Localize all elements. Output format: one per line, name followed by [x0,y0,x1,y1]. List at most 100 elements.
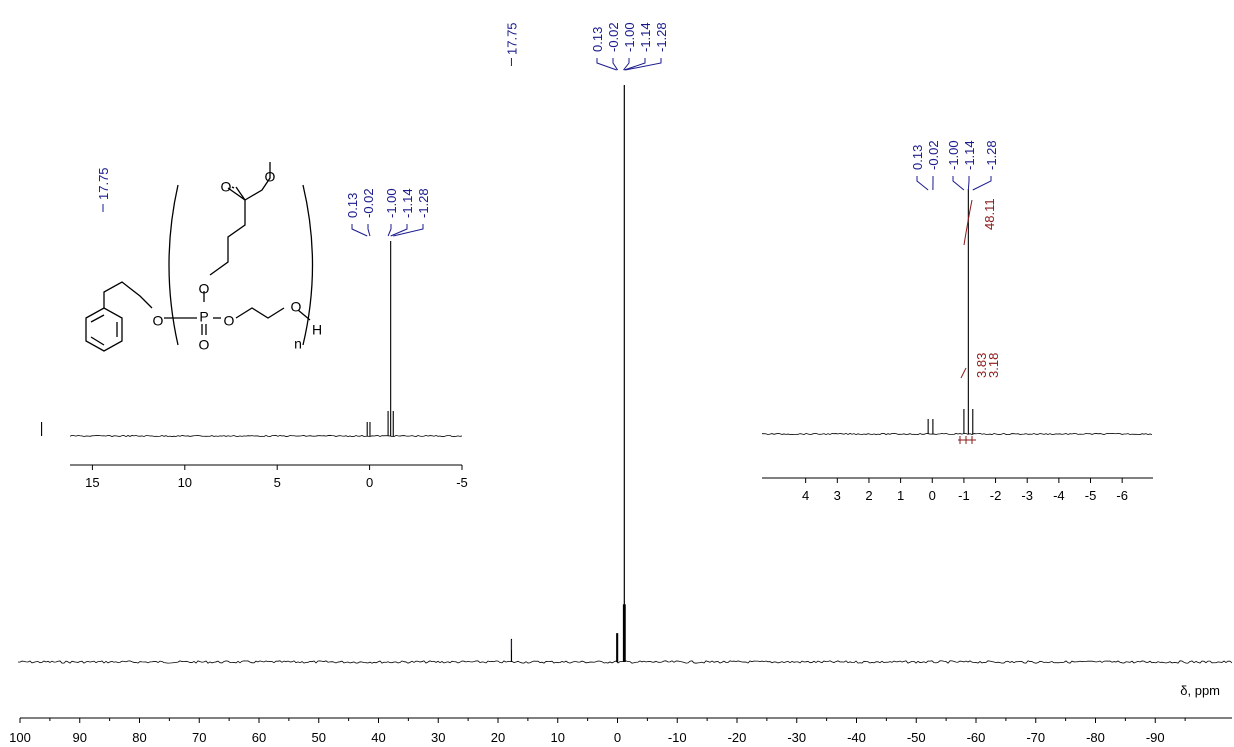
inset-tick-label: 1 [897,488,904,503]
inset-tick-label: 5 [274,475,281,490]
inset-left-label-connector [387,224,392,237]
inset-left-peak-label-17-75: 17.75 [96,167,111,200]
inset-tick-label: -1 [958,488,970,503]
atom-label-P: P [199,309,208,325]
peak-label-cluster: -0.02 [606,22,621,52]
main-tick-label: 0 [614,730,621,745]
main-tick-label: -20 [728,730,747,745]
carbonyl-bond-1 [231,186,235,189]
atom-label-O: O [199,281,210,297]
main-tick-label: 60 [252,730,266,745]
inset-left-label-connector [367,224,371,237]
inset-left-peak-label: -1.28 [416,188,431,218]
main-tick-label: 20 [491,730,505,745]
ester-side-chain [209,187,246,276]
main-tick-label: -90 [1146,730,1165,745]
main-tick-label: -70 [1026,730,1045,745]
peak-label-cluster: -1.00 [622,22,637,52]
main-tick-label: 100 [9,730,31,745]
peak-label-cluster: -1.28 [654,22,669,52]
peak-label-connector [624,58,646,71]
ethylene-chain [235,307,285,319]
atom-label-O: O [221,179,232,195]
inset-tick-label: -6 [1116,488,1128,503]
inset-right-label-connector [967,176,970,191]
inset-right-peak-label: -1.14 [962,140,977,170]
carbonyl-double-a [235,186,246,201]
x-axis-label: δ, ppm [1180,683,1220,698]
peak-label-connector [596,58,617,71]
peak-label-connector [612,58,619,71]
integral-label: 48.11 [982,198,997,230]
main-tick-label: -40 [847,730,866,745]
benzene-inner-bond-3 [90,336,105,346]
inset-spectrum-trace [761,432,1153,436]
inset-left-label-connector [393,224,424,237]
inset-tick-label: 15 [85,475,99,490]
inset-right-peak-label: -1.00 [946,140,961,170]
main-peaks [510,85,626,662]
inset-right-peak-label: -0.02 [926,140,941,170]
inset-left-peak-label: 0.13 [345,193,360,218]
atom-label-O: O [199,337,210,353]
inset-left-peak-label: -1.00 [384,188,399,218]
inset-right-label-connector [916,176,929,191]
main-tick-label: 80 [132,730,146,745]
main-x-axis: 100 90 80 70 60 50 40 30 20 10 0 -10 -20 -30 -40 -50 -60… [9,717,1232,745]
right-bracket [302,184,314,346]
inset-tick-label: -2 [990,488,1002,503]
main-tick-label: -80 [1086,730,1105,745]
inset-tick-label: 3 [834,488,841,503]
inset-left-label-connector [351,224,368,237]
atom-label-O: O [291,299,302,315]
integral-curve [963,199,973,246]
atom-label-O: O [153,313,164,329]
benzyl-chain [103,281,153,309]
atom-label-O: O [265,169,276,185]
atom-label-H: H [312,322,322,338]
main-tick-label: -30 [787,730,806,745]
inset-tick-label: -5 [456,475,468,490]
chemical-structure [85,162,314,352]
inset-left-peak-label: -1.14 [400,188,415,218]
inset-left-label-connector [390,224,408,237]
main-tick-label: 10 [551,730,565,745]
integral-label: 3.18 [986,353,1001,378]
inset-right-peak-label: -1.28 [984,140,999,170]
right-inset: 4 3 2 1 0 -1 -2 -3 -4 -5 -6 0.13 -0.02 -1.00 -1.14 -1.2… [761,140,1153,503]
inset-tick-label: -4 [1053,488,1065,503]
inset-spectrum-trace [69,434,463,438]
integral-label: 3.83 [974,353,989,378]
peak-label-connector [625,58,662,71]
main-tick-label: 50 [312,730,326,745]
main-tick-label: -10 [668,730,687,745]
main-tick-label: 70 [192,730,206,745]
main-tick-label: -60 [967,730,986,745]
bond-O-H [297,309,311,321]
peak-label-17-75: 17.75 [504,22,519,55]
main-tick-label: 30 [431,730,445,745]
main-tick-label: 40 [371,730,385,745]
main-peak-labels: 17.75 0.13 -0.02 -1.00 -1.14 -1.28 [504,22,669,650]
inset-tick-label: -5 [1085,488,1097,503]
inset-tick-label: 0 [366,475,373,490]
benzene-inner-bond-1 [90,314,105,323]
peak-label-cluster: -1.14 [638,22,653,52]
peak-label-cluster: 0.13 [590,27,605,52]
atom-label-n: n [294,336,302,352]
peak-label-connector [623,58,630,71]
left-inset: 15 10 5 0 -5 17.75 0.13 -0.02 -1.00 -1.14 -1.28 [41,167,468,490]
inset-right-label-connector [952,176,965,191]
atom-label-O: O [224,313,235,329]
methyl-ester [244,162,271,201]
inset-right-label-connector [972,176,992,191]
inset-tick-label: 10 [178,475,192,490]
main-tick-label: 90 [73,730,87,745]
inset-tick-label: 4 [802,488,809,503]
inset-left-peak-label: -0.02 [361,188,376,218]
left-bracket [168,184,179,346]
integral-curve [960,367,967,379]
